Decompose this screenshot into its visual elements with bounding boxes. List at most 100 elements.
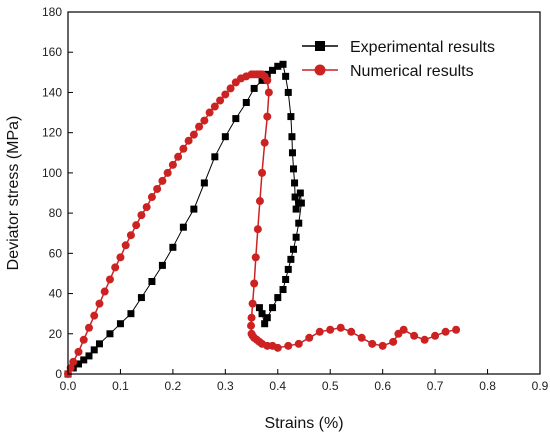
data-point [274,62,282,70]
data-point [282,72,290,80]
x-tick-label: 0.9 [532,379,549,393]
y-tick-label: 100 [42,166,62,180]
data-point [248,299,257,308]
legend-label-experimental: Experimental results [350,39,495,56]
data-point [127,310,135,318]
data-point [184,136,193,145]
data-point [297,199,305,207]
data-point [258,168,267,177]
x-tick-label: 0.0 [60,379,77,393]
data-point [291,193,299,201]
data-point [326,325,335,334]
data-point [378,341,387,350]
x-tick-label: 0.3 [217,379,234,393]
data-point [116,253,125,262]
data-point [255,304,263,312]
legend-label-numerical: Numerical results [350,63,474,80]
data-point [292,233,300,241]
y-tick-label: 40 [49,287,63,301]
data-point [279,286,287,294]
data-point [431,331,440,340]
data-point [274,294,282,302]
data-point [279,60,287,68]
data-point [282,275,290,283]
data-point [121,241,130,250]
data-point [211,153,219,161]
data-point [200,116,209,125]
data-point [284,341,293,350]
data-point [80,356,88,364]
y-axis-title: Deviator stress (MPa) [5,116,22,271]
data-point [420,335,429,344]
data-point [269,66,277,74]
data-point [410,331,419,340]
data-point [147,193,156,202]
data-point [111,263,120,272]
data-point [284,88,292,96]
data-point [153,184,162,193]
data-point [290,165,298,173]
data-point [368,339,377,348]
data-point [195,122,204,131]
data-point [79,335,88,344]
data-point [74,347,83,356]
axes-layer: 0.0 0.1 0.2 0.3 0.4 0.5 0.6 0.7 0.8 0.9 0 20 40 60 80 1… [42,5,549,393]
legend: Experimental results Numerical results [302,39,495,80]
series-line [67,73,457,375]
y-tick-label: 160 [42,45,62,59]
data-point [452,325,461,334]
data-point [106,330,114,338]
data-point [142,203,151,212]
data-point [85,352,93,360]
data-point [126,231,135,240]
data-point [273,343,282,352]
data-point [179,144,188,153]
data-point [100,287,109,296]
x-tick-label: 0.5 [322,379,339,393]
data-point [288,133,296,141]
data-point [347,327,356,336]
data-point [264,88,273,97]
data-point [90,311,99,320]
x-tick-label: 0.2 [165,379,182,393]
data-point [69,357,78,366]
data-point [158,176,167,185]
data-point [260,138,269,147]
x-tick-label: 0.4 [269,379,286,393]
data-point [216,96,225,105]
data-point [242,99,250,106]
y-tick-label: 0 [55,367,62,381]
data-point [315,327,324,336]
data-point [287,113,295,121]
y-tick-label: 20 [49,327,63,341]
data-point [284,265,292,273]
data-point [137,211,146,220]
x-tick-label: 0.8 [479,379,496,393]
data-point [221,90,230,99]
y-tick-label: 120 [42,126,62,140]
data-point [292,205,300,213]
data-point [441,327,450,336]
y-tick-label: 180 [42,5,62,19]
data-point [288,149,296,157]
series-experimental [64,60,305,378]
data-point [263,112,272,121]
data-point [296,189,304,197]
y-tick-label: 140 [42,85,62,99]
data-point [205,108,214,117]
data-point [66,363,75,372]
data-point [90,346,98,354]
data-point [247,321,256,330]
data-point [95,340,103,348]
data-point [74,360,82,368]
data-point [179,223,187,231]
data-point [287,255,295,263]
data-point [95,299,104,308]
data-point [295,219,303,227]
data-point [251,253,260,262]
data-point [357,333,366,342]
data-point [294,339,303,348]
data-point [258,310,266,318]
data-point [269,304,277,312]
